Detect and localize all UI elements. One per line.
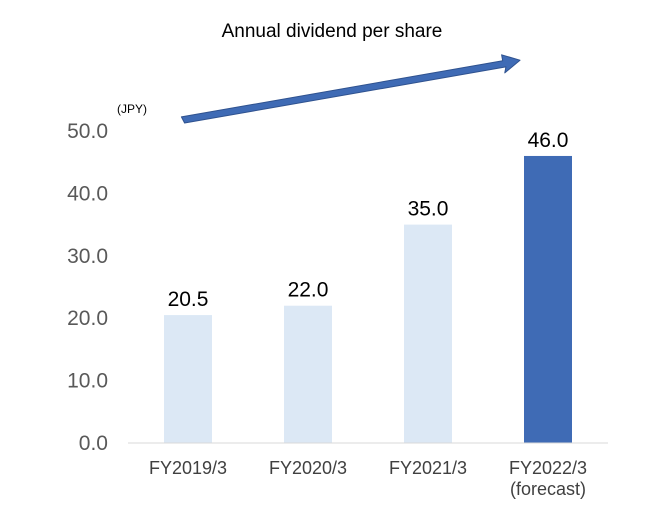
data-label: 35.0	[408, 198, 449, 221]
x-tick-label: FY2019/3	[149, 458, 227, 478]
x-tick-label: (forecast)	[510, 479, 586, 499]
bar	[284, 305, 332, 443]
y-tick-label: 40.0	[67, 182, 108, 205]
y-tick-label: 20.0	[67, 307, 108, 330]
y-tick-label: 30.0	[67, 245, 108, 268]
x-axis-ticks: FY2019/3 FY2020/3 FY2021/3 FY2022/3(forecas…	[149, 458, 587, 499]
data-label: 46.0	[528, 129, 569, 152]
bars	[164, 155, 572, 443]
y-tick-label: 10.0	[67, 370, 108, 393]
data-label: 22.0	[288, 279, 329, 302]
data-label: 20.5	[168, 288, 209, 311]
y-tick-label: 0.0	[79, 432, 108, 455]
x-tick-label: FY2021/3	[389, 458, 467, 478]
x-tick-label: FY2020/3	[269, 458, 347, 478]
x-tick-label: FY2022/3	[509, 458, 587, 478]
bar	[524, 155, 572, 443]
data-labels: 20.5 22.0 35.0 46.0	[168, 129, 569, 311]
bar	[164, 315, 212, 443]
trend-arrow	[180, 54, 521, 124]
y-unit-label: (JPY)	[117, 102, 147, 116]
y-axis-ticks: 0.0 10.0 20.0 30.0 40.0 50.0	[67, 120, 108, 455]
y-tick-label: 50.0	[67, 120, 108, 143]
bar	[404, 224, 452, 443]
chart-title: Annual dividend per share	[222, 21, 443, 42]
